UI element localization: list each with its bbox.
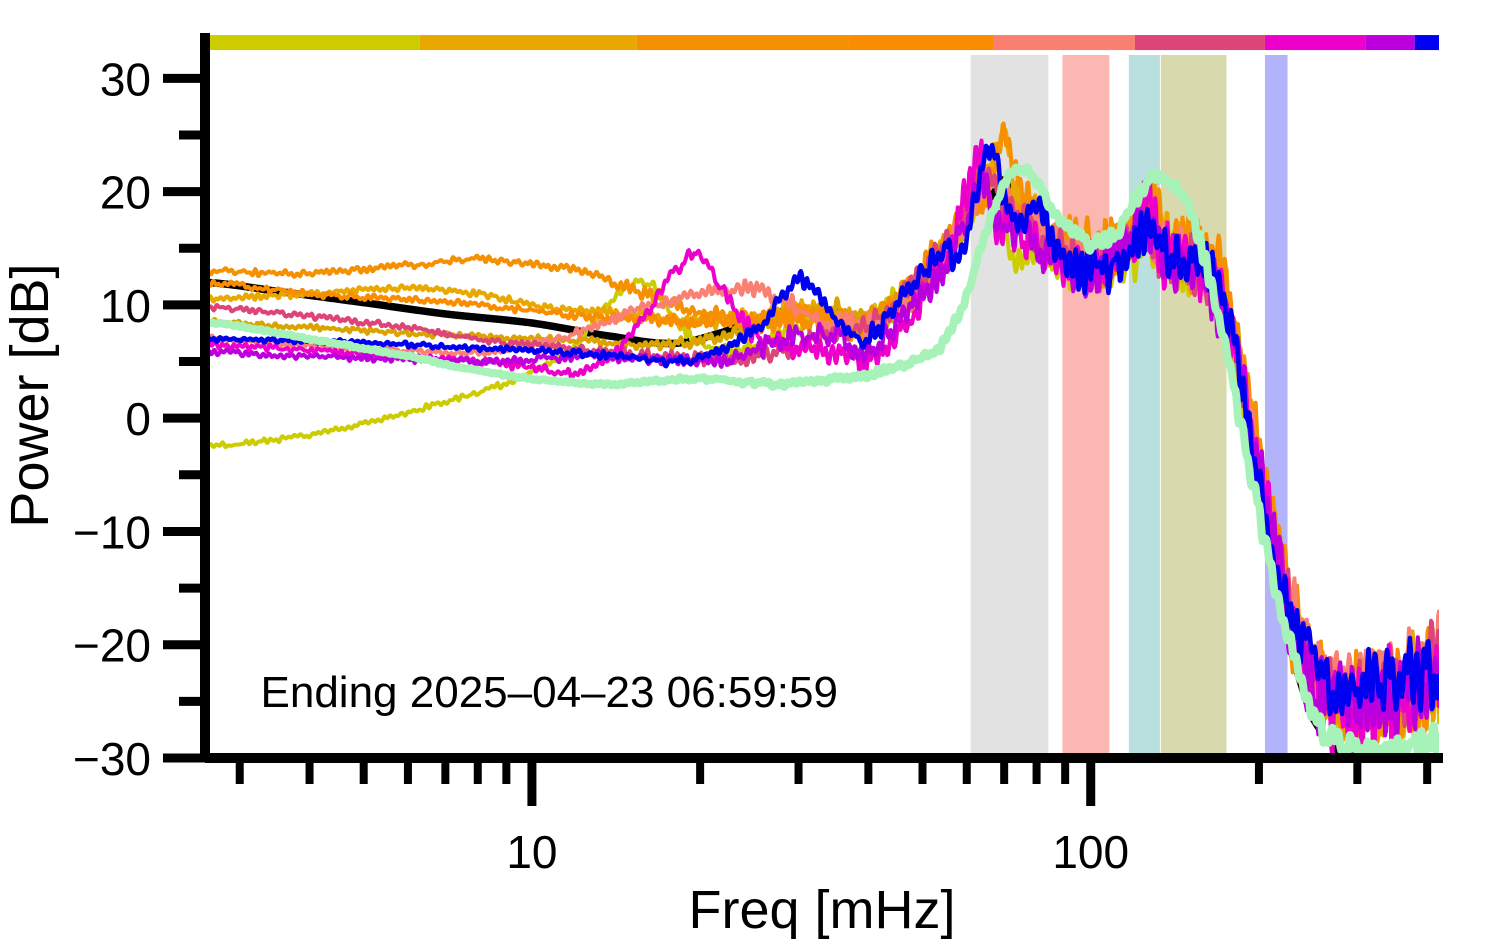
sensor-colorbar [205, 35, 1439, 51]
colorbar-segment-2 [636, 35, 850, 51]
y-tick-label: −30 [73, 733, 151, 785]
y-tick-label: 0 [125, 393, 151, 445]
y-tick-label: 20 [100, 167, 151, 219]
colorbar-segment-1 [419, 35, 637, 51]
colorbar-segment-4 [993, 35, 1135, 51]
x-axis-label: Freq [mHz] [688, 880, 955, 940]
y-axis-label: Power [dB] [0, 263, 60, 527]
x-axis-ticks [235, 758, 1432, 806]
colorbar-segment-8 [1414, 35, 1439, 51]
series-sensor-blue [205, 142, 1439, 717]
spectra-curves-group [205, 121, 1439, 758]
colorbar-segment-3 [849, 35, 994, 51]
x-tick-label: 10 [506, 826, 557, 878]
band-khaki [1160, 55, 1227, 758]
series-sensor-lightgreen [205, 163, 1439, 758]
colorbar-segment-0 [205, 35, 420, 51]
x-axis-tick-labels: 10 100 [506, 826, 1129, 878]
band-lavender [1264, 55, 1288, 758]
y-tick-label: −20 [73, 620, 151, 672]
colorbar-segment-7 [1365, 35, 1415, 51]
y-tick-label: −10 [73, 506, 151, 558]
y-tick-label: 30 [100, 53, 151, 105]
ending-timestamp-annotation: Ending 2025–04–23 06:59:59 [261, 668, 838, 717]
x-tick-label: 100 [1052, 826, 1129, 878]
band-teal [1128, 55, 1160, 758]
colorbar-segment-5 [1134, 35, 1265, 51]
y-axis-tick-labels: 30 20 10 0 −10 −20 −30 [73, 53, 151, 785]
y-tick-label: 10 [100, 280, 151, 332]
y-axis-ticks [163, 73, 205, 763]
colorbar-segment-6 [1264, 35, 1366, 51]
band-pink [1062, 55, 1110, 758]
